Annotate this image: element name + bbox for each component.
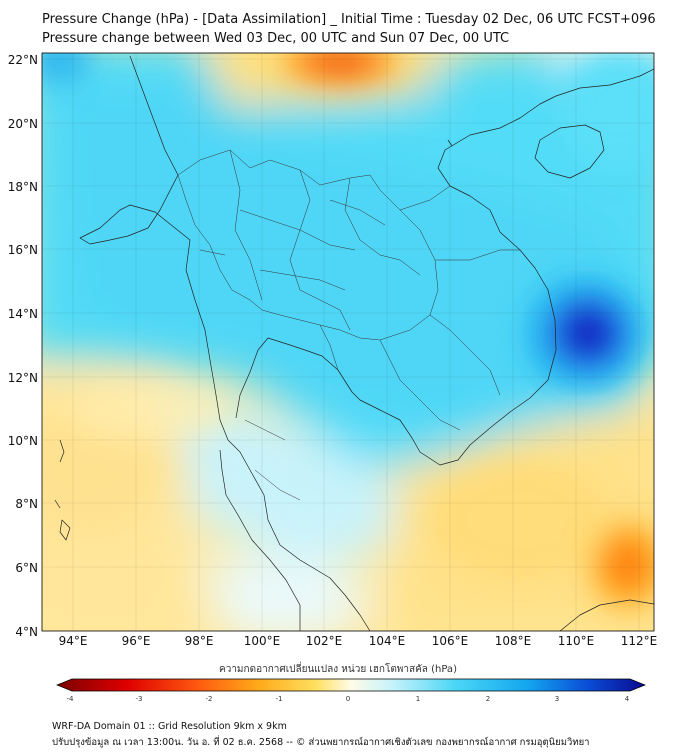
lon-tick: 102°E bbox=[306, 634, 343, 648]
map-subtitle: Pressure change between Wed 03 Dec, 00 U… bbox=[42, 31, 510, 46]
lon-axis: 94°E 96°E 98°E 100°E 102°E 104°E 106°E 1… bbox=[59, 634, 658, 648]
lat-axis: 4°N 6°N 8°N 10°N 12°N 14°N 16°N 18°N 20°… bbox=[8, 53, 38, 639]
colorbar-tick: -4 bbox=[67, 695, 75, 703]
lat-tick: 10°N bbox=[8, 434, 38, 448]
lon-tick: 110°E bbox=[558, 634, 595, 648]
colorbar-tick: -2 bbox=[206, 695, 213, 703]
lon-tick: 112°E bbox=[621, 634, 658, 648]
lon-tick: 100°E bbox=[244, 634, 281, 648]
lon-tick: 108°E bbox=[495, 634, 532, 648]
lon-tick: 98°E bbox=[185, 634, 214, 648]
map-frame bbox=[41, 52, 655, 632]
colorbar: -4 -3 -2 -1 0 1 2 3 4 bbox=[56, 678, 646, 703]
colorbar-bar bbox=[56, 678, 646, 692]
lat-tick: 14°N bbox=[8, 307, 38, 321]
coastlines bbox=[54, 55, 654, 631]
graticule bbox=[42, 53, 654, 631]
lat-tick: 8°N bbox=[15, 497, 38, 511]
colorbar-tick: 1 bbox=[416, 695, 420, 703]
province-borders bbox=[177, 149, 520, 501]
lat-tick: 6°N bbox=[15, 561, 38, 575]
colorbar-tick: -1 bbox=[276, 695, 283, 703]
pressure-field bbox=[42, 53, 654, 631]
lat-tick: 12°N bbox=[8, 371, 38, 385]
lat-tick: 18°N bbox=[8, 180, 38, 194]
map-title: Pressure Change (hPa) - [Data Assimilati… bbox=[42, 12, 656, 27]
lat-tick: 16°N bbox=[8, 243, 38, 257]
lat-tick: 22°N bbox=[8, 53, 38, 67]
colorbar-tick: 4 bbox=[625, 695, 630, 703]
lon-tick: 96°E bbox=[122, 634, 151, 648]
colorbar-tick: 3 bbox=[555, 695, 559, 703]
footer-model-info: WRF-DA Domain 01 :: Grid Resolution 9km … bbox=[52, 721, 287, 732]
colorbar-label: ความกดอากาศเปลี่ยนแปลง หน่วย เฮกโตพาสคัล… bbox=[219, 664, 457, 675]
lon-tick: 106°E bbox=[432, 634, 469, 648]
lon-tick: 104°E bbox=[369, 634, 406, 648]
lat-tick: 4°N bbox=[15, 625, 38, 639]
lon-tick: 94°E bbox=[59, 634, 88, 648]
colorbar-tick: -3 bbox=[136, 695, 143, 703]
colorbar-tick: 2 bbox=[486, 695, 490, 703]
lat-tick: 20°N bbox=[8, 117, 38, 131]
colorbar-tick: 0 bbox=[346, 695, 350, 703]
colorbar-ticks: -4 -3 -2 -1 0 1 2 3 4 bbox=[67, 695, 630, 703]
footer-credit: ปรับปรุงข้อมูล ณ เวลา 13:00น. วัน อ. ที่… bbox=[52, 737, 590, 748]
